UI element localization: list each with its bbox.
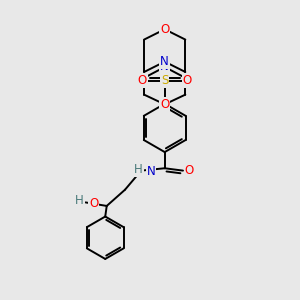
Text: O: O	[185, 164, 194, 177]
Text: O: O	[138, 74, 147, 87]
Text: O: O	[89, 197, 98, 210]
Text: O: O	[182, 74, 192, 87]
Text: O: O	[160, 23, 169, 36]
Text: S: S	[161, 74, 168, 87]
Text: O: O	[160, 98, 169, 111]
Text: N: N	[146, 165, 155, 178]
Text: N: N	[160, 61, 169, 74]
Text: N: N	[160, 55, 169, 68]
Text: H: H	[134, 163, 142, 176]
Text: H: H	[75, 194, 84, 207]
